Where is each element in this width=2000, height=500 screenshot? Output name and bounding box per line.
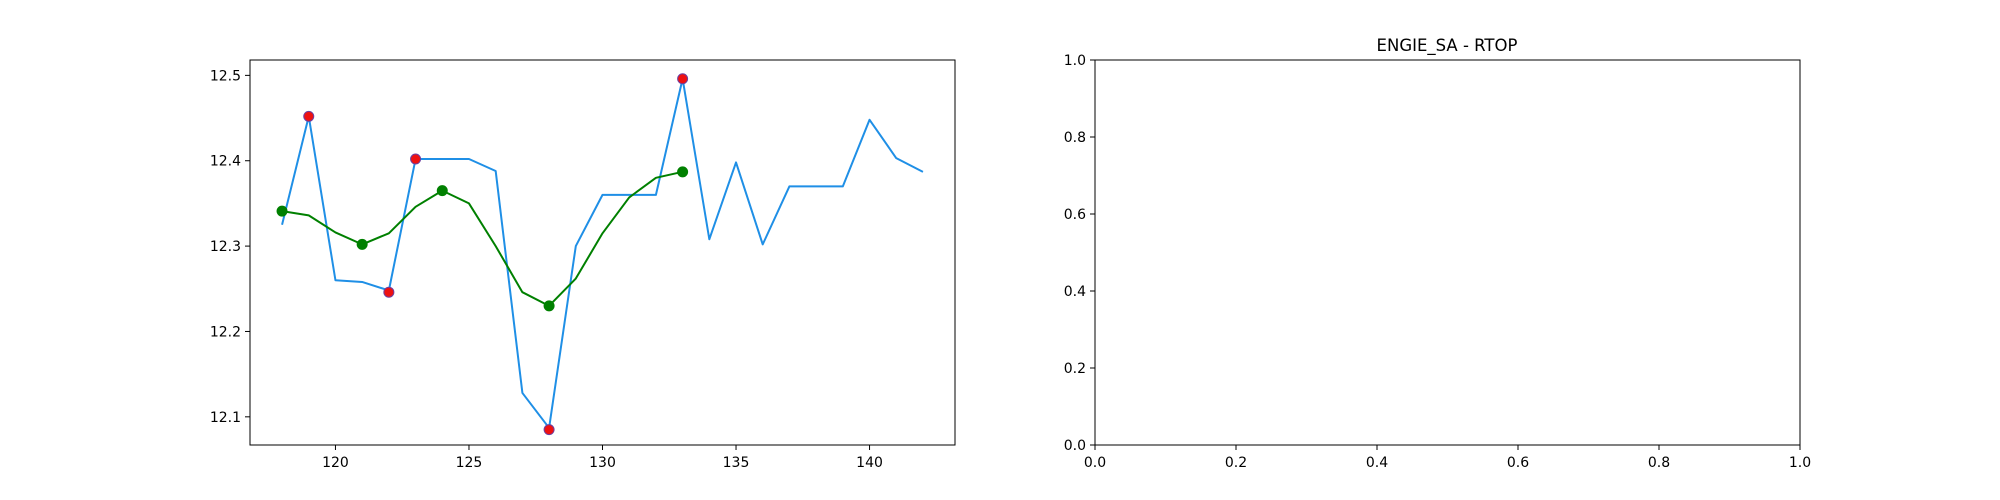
right-y-tick-label: 0.6 — [1064, 207, 1086, 223]
left-x-tick-label: 135 — [723, 455, 750, 471]
right-x-tick-label: 0.4 — [1366, 455, 1388, 471]
left-y-tick-label: 12.3 — [210, 239, 241, 255]
left-y-tick-label: 12.2 — [210, 324, 241, 340]
right-y-tick-label: 0.0 — [1064, 438, 1086, 454]
extrema-point — [410, 153, 422, 165]
extrema-point — [303, 110, 315, 122]
right-x-tick-label: 1.0 — [1789, 455, 1811, 471]
left-chart-ticks: 120 125 130 135 140 12.1 12.2 12.3 12.4 12.5 — [210, 68, 883, 471]
left-y-tick-label: 12.4 — [210, 154, 241, 170]
right-x-tick-label: 0.6 — [1507, 455, 1529, 471]
left-x-tick-label: 130 — [589, 455, 616, 471]
left-x-tick-label: 120 — [322, 455, 349, 471]
left-y-tick-label: 12.1 — [210, 410, 241, 426]
right-x-tick-label: 0.0 — [1084, 455, 1106, 471]
right-x-tick-label: 0.8 — [1648, 455, 1670, 471]
left-y-tick-label: 12.5 — [210, 68, 241, 84]
extrema-point — [383, 286, 395, 298]
left-chart-marks — [276, 73, 924, 436]
left-x-tick-label: 140 — [856, 455, 883, 471]
right-y-tick-label: 0.8 — [1064, 130, 1086, 146]
right-chart-title: ENGIE_SA - RTOP — [1377, 36, 1518, 56]
empty-chart: ENGIE_SA - RTOP 0.0 0.2 0.4 0.6 0.8 1.0 0.0 0.2… — [1064, 36, 1811, 471]
left-x-tick-label: 125 — [456, 455, 483, 471]
right-y-tick-label: 1.0 — [1064, 53, 1086, 69]
smoothed-series-line — [281, 170, 683, 307]
smoothed-extrema-point — [276, 205, 288, 217]
right-x-tick-label: 0.2 — [1225, 455, 1247, 471]
smoothed-extrema-point — [677, 166, 689, 178]
right-y-tick-label: 0.4 — [1064, 284, 1086, 300]
right-chart-ticks: 0.0 0.2 0.4 0.6 0.8 1.0 0.0 0.2 0.4 0.6 0.8 1.0 — [1064, 53, 1811, 471]
right-plot-frame — [1094, 59, 1801, 446]
smoothed-extrema-point — [356, 238, 368, 250]
price-line-chart: 120 125 130 135 140 12.1 12.2 12.3 12.4 12.5 — [210, 59, 956, 471]
smoothed-extrema-point — [436, 185, 448, 197]
smoothed-extrema-point — [543, 300, 555, 312]
extrema-point — [543, 424, 555, 436]
right-y-tick-label: 0.2 — [1064, 361, 1086, 377]
extrema-point — [677, 73, 689, 85]
left-plot-frame — [249, 59, 956, 446]
